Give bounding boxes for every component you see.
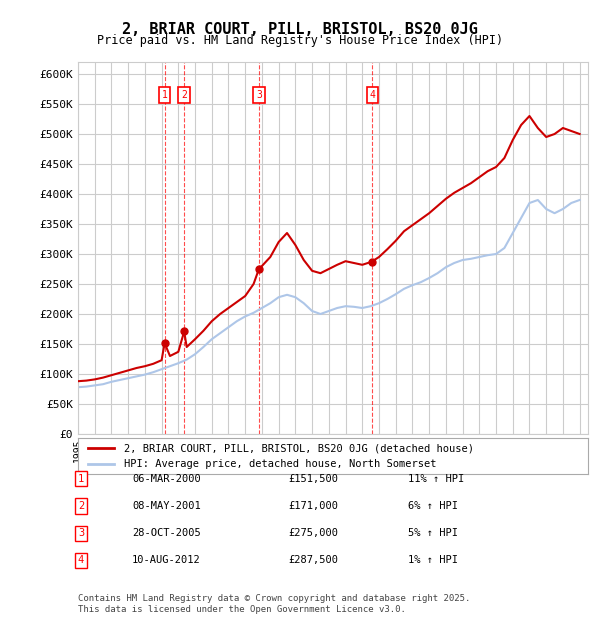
Text: 6% ↑ HPI: 6% ↑ HPI	[408, 501, 458, 511]
Text: £287,500: £287,500	[288, 556, 338, 565]
Text: 3: 3	[256, 90, 262, 100]
Text: 1: 1	[161, 90, 167, 100]
Text: £275,000: £275,000	[288, 528, 338, 538]
Text: 2: 2	[181, 90, 187, 100]
Text: 28-OCT-2005: 28-OCT-2005	[132, 528, 201, 538]
Text: 11% ↑ HPI: 11% ↑ HPI	[408, 474, 464, 484]
Text: 1% ↑ HPI: 1% ↑ HPI	[408, 556, 458, 565]
Text: Contains HM Land Registry data © Crown copyright and database right 2025.
This d: Contains HM Land Registry data © Crown c…	[78, 595, 470, 614]
Text: £151,500: £151,500	[288, 474, 338, 484]
Text: HPI: Average price, detached house, North Somerset: HPI: Average price, detached house, Nort…	[124, 459, 436, 469]
Text: 4: 4	[78, 556, 84, 565]
Text: 1: 1	[78, 474, 84, 484]
Text: 5% ↑ HPI: 5% ↑ HPI	[408, 528, 458, 538]
Text: 3: 3	[78, 528, 84, 538]
Text: Price paid vs. HM Land Registry's House Price Index (HPI): Price paid vs. HM Land Registry's House …	[97, 34, 503, 47]
Text: 06-MAR-2000: 06-MAR-2000	[132, 474, 201, 484]
Text: 2, BRIAR COURT, PILL, BRISTOL, BS20 0JG (detached house): 2, BRIAR COURT, PILL, BRISTOL, BS20 0JG …	[124, 443, 474, 453]
Text: 2, BRIAR COURT, PILL, BRISTOL, BS20 0JG: 2, BRIAR COURT, PILL, BRISTOL, BS20 0JG	[122, 22, 478, 37]
Text: 4: 4	[370, 90, 376, 100]
Text: 08-MAY-2001: 08-MAY-2001	[132, 501, 201, 511]
Text: 10-AUG-2012: 10-AUG-2012	[132, 556, 201, 565]
Text: 2: 2	[78, 501, 84, 511]
Text: £171,000: £171,000	[288, 501, 338, 511]
